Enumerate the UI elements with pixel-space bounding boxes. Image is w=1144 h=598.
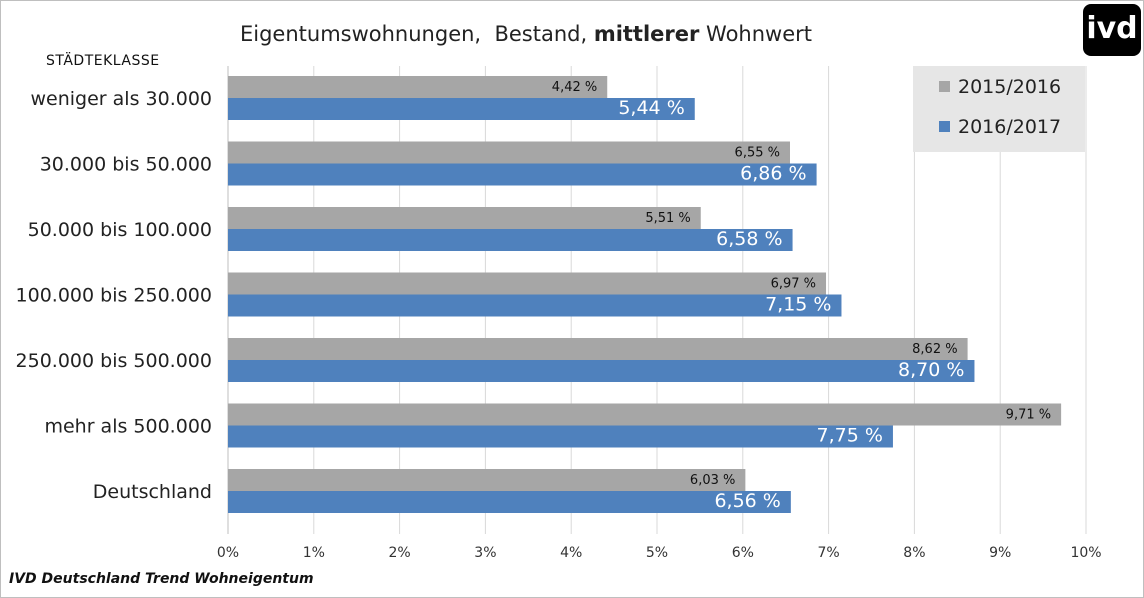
category-label: 100.000 bis 250.000 xyxy=(16,285,212,307)
x-tick-label: 4% xyxy=(560,545,582,561)
bar-series-2 xyxy=(228,294,842,317)
chart-title-bold: mittlerer xyxy=(593,22,700,46)
category-label: weniger als 30.000 xyxy=(31,88,213,110)
bar-series-2 xyxy=(228,98,695,120)
x-tick-label: 1% xyxy=(303,545,325,561)
x-tick-label: 2% xyxy=(388,545,410,561)
data-label-series-1: 8,62 % xyxy=(912,342,957,357)
category-label: 50.000 bis 100.000 xyxy=(28,219,212,241)
bar-series-1 xyxy=(228,141,790,164)
ivd-logo: ivd xyxy=(1083,4,1141,56)
x-tick-label: 9% xyxy=(989,545,1011,561)
data-label-series-2: 5,44 % xyxy=(618,97,684,119)
data-label-series-2: 7,75 % xyxy=(817,425,883,447)
source-footer: IVD Deutschland Trend Wohneigentum xyxy=(9,571,314,587)
chart-title-part-2: Wohnwert xyxy=(699,22,813,46)
legend-swatch-series-1 xyxy=(939,81,950,92)
x-tick-label: 0% xyxy=(217,545,239,561)
bar-series-1 xyxy=(228,469,746,491)
data-label-series-1: 9,71 % xyxy=(1006,408,1051,423)
legend-label-series-2: 2016/2017 xyxy=(958,116,1062,138)
legend-swatch-series-2 xyxy=(939,121,950,132)
legend-item-series-1: 2015/2016 xyxy=(939,76,1061,98)
data-label-series-2: 6,86 % xyxy=(740,163,806,185)
legend-label-series-1: 2015/2016 xyxy=(958,76,1062,98)
bar-series-1 xyxy=(228,76,608,98)
bar-series-1 xyxy=(228,403,1062,426)
bar-series-2 xyxy=(228,360,975,382)
data-label-series-1: 5,51 % xyxy=(645,211,690,226)
chart-title-part-1: Eigentumswohnungen, Bestand, xyxy=(240,22,594,46)
category-label: 30.000 bis 50.000 xyxy=(40,154,212,176)
legend-item-series-2: 2016/2017 xyxy=(939,116,1061,138)
data-label-series-1: 6,55 % xyxy=(735,146,780,161)
x-tick-label: 10% xyxy=(1070,545,1101,561)
category-label: 250.000 bis 500.000 xyxy=(16,350,212,372)
chart-title: Eigentumswohnungen, Bestand, mittlerer W… xyxy=(240,22,812,46)
data-label-series-1: 4,42 % xyxy=(552,80,597,95)
x-tick-label: 3% xyxy=(474,545,496,561)
bar-series-2 xyxy=(228,425,893,448)
data-label-series-2: 6,58 % xyxy=(716,228,782,250)
x-tick-label: 5% xyxy=(646,545,668,561)
category-axis-title: STÄDTEKLASSE xyxy=(46,53,160,69)
bar-series-2 xyxy=(228,491,791,513)
bar-series-1 xyxy=(228,338,968,360)
bar-series-2 xyxy=(228,163,817,186)
data-label-series-2: 8,70 % xyxy=(898,359,964,381)
data-label-series-1: 6,97 % xyxy=(771,277,816,292)
x-tick-label: 8% xyxy=(903,545,925,561)
data-label-series-1: 6,03 % xyxy=(690,473,735,488)
bar-series-1 xyxy=(228,272,827,295)
x-tick-label: 7% xyxy=(817,545,839,561)
x-tick-label: 6% xyxy=(732,545,754,561)
data-label-series-2: 7,15 % xyxy=(765,294,831,316)
logo-text: ivd xyxy=(1086,11,1138,46)
legend: 2015/2016 2016/2017 xyxy=(913,66,1085,152)
category-label: Deutschland xyxy=(93,481,212,503)
category-label: mehr als 500.000 xyxy=(44,416,212,438)
bar-series-2 xyxy=(228,229,793,251)
bar-series-1 xyxy=(228,207,701,229)
data-label-series-2: 6,56 % xyxy=(714,490,780,512)
